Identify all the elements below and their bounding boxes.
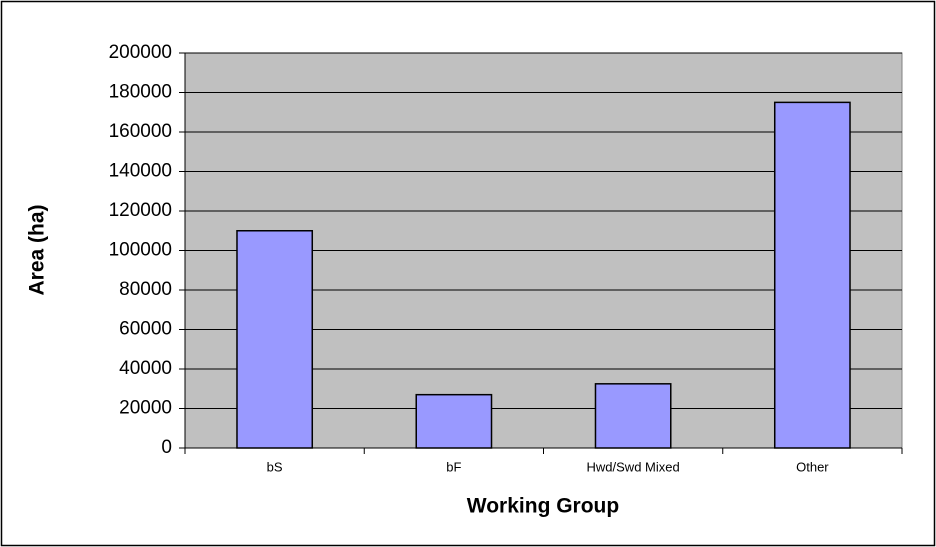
y-tick-label: 80000 (119, 279, 172, 300)
bar (415, 393, 493, 449)
y-tick-label: 120000 (109, 200, 172, 221)
y-tick-label: 200000 (109, 42, 172, 63)
x-tick-label: Other (796, 459, 829, 474)
x-tick-label: bF (446, 459, 461, 474)
y-tick-label: 40000 (119, 358, 172, 379)
y-axis-title: Area (ha) (26, 204, 49, 295)
y-tick-label: 20000 (119, 398, 172, 419)
bar (236, 230, 314, 449)
x-axis-title: Working Group (467, 495, 619, 518)
x-tick-label: bS (267, 459, 283, 474)
y-tick-label: 100000 (109, 240, 172, 261)
bar (773, 101, 851, 449)
y-tick-label: 160000 (109, 121, 172, 142)
y-tick-label: 60000 (119, 319, 172, 340)
y-tick-label: 0 (161, 437, 172, 458)
y-tick-label: 180000 (109, 82, 172, 103)
bar (594, 383, 672, 449)
y-tick-label: 140000 (109, 161, 172, 182)
x-tick-label: Hwd/Swd Mixed (587, 459, 680, 474)
